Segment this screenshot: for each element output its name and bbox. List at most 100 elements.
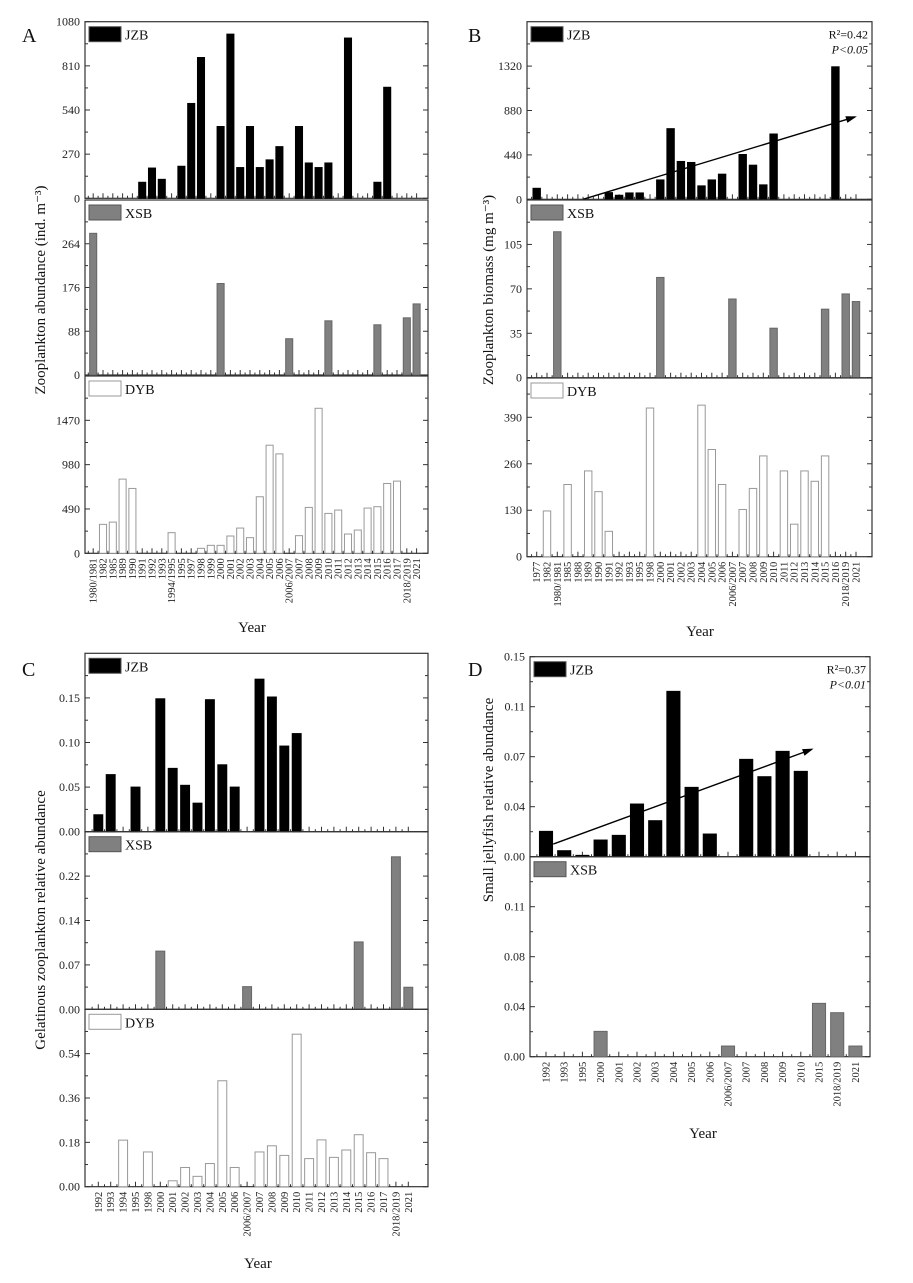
x-tick-label: 1989: [118, 558, 129, 579]
legend-label: XSB: [567, 207, 594, 222]
y-tick-label: 0.11: [504, 700, 525, 714]
bar-JZB-1993: [557, 850, 572, 858]
x-tick-label: 1995: [131, 1192, 142, 1213]
x-tick-label: 2006: [705, 1062, 716, 1083]
legend-label: JZB: [125, 29, 148, 44]
bar-JZB-2002: [676, 160, 686, 200]
bar-JZB-2006: [717, 173, 727, 200]
bar-DYB-2011: [304, 1158, 315, 1188]
y-tick-label: 0: [74, 546, 80, 560]
x-tick-label: 2006/2007: [285, 558, 296, 603]
x-tick-label: 2006: [718, 562, 729, 583]
bar-JZB-2008: [266, 696, 277, 833]
y-tick-label: 270: [62, 147, 80, 161]
y-tick-label: 0.00: [59, 1002, 80, 1016]
p-value-label: P<0.01: [829, 678, 866, 692]
x-tick-label: 1998: [143, 1192, 154, 1213]
subplot-JZB: 0.00 0.05 0.10 0.15 JZB: [59, 652, 429, 839]
y-tick-label: 0.11: [504, 900, 525, 914]
x-tick-label: 2001: [614, 1062, 625, 1083]
bar-DYB-2016: [366, 1152, 377, 1188]
bar-DYB-2008: [304, 506, 313, 554]
bar-DYB-2010: [291, 1033, 302, 1188]
bar-XSB-2021: [848, 1045, 863, 1058]
bar-XSB-2010: [324, 320, 333, 376]
bar-DYB-1991: [604, 530, 614, 558]
x-tick-label: 1988: [573, 562, 584, 583]
bar-DYB-1990: [594, 491, 603, 558]
bar-JZB-2005: [217, 764, 228, 833]
x-tick-label: 2018/2019: [833, 1062, 844, 1107]
bar-JZB-2016: [383, 86, 392, 199]
bar-DYB-2009: [314, 407, 323, 554]
x-tick-label: 2007: [738, 562, 749, 583]
x-tick-label: 2017: [379, 1192, 390, 1213]
bar-JZB-2016: [831, 66, 840, 200]
bar-DYB-2005: [707, 448, 717, 558]
bar-DYB-1982: [98, 523, 108, 554]
y-tick-label: 0.18: [59, 1135, 80, 1149]
subplot-XSB: 0 88 176 264 XSB: [62, 199, 429, 382]
legend-label: DYB: [567, 385, 597, 400]
panel-letter: B: [468, 25, 481, 47]
y-tick-label: 0: [74, 368, 80, 382]
y-tick-label: 490: [62, 502, 80, 516]
x-tick-label: 2003: [193, 1192, 204, 1213]
legend-swatch: [530, 204, 564, 221]
bar-DYB-1999: [206, 544, 215, 554]
bar-XSB-2000: [155, 950, 166, 1010]
bar-JZB-1992: [614, 194, 624, 200]
trend-line: [582, 116, 856, 200]
x-axis-title: Year: [244, 1256, 272, 1272]
panel-letter: C: [22, 659, 35, 681]
bar-XSB-2015: [820, 308, 830, 379]
bar-XSB-2006/2007: [242, 986, 253, 1010]
x-tick-label: 2005: [218, 1192, 229, 1213]
x-tick-label: 2007: [255, 1192, 266, 1213]
bar-XSB-2021: [851, 301, 861, 379]
y-tick-label: 540: [62, 103, 80, 117]
bar-DYB-1990: [128, 487, 137, 554]
x-tick-label: 2009: [759, 562, 770, 583]
x-tick-label: 2008: [760, 1062, 771, 1083]
x-tick-label: 1995: [635, 562, 646, 583]
x-tick-label: 2005: [265, 558, 276, 579]
bar-JZB-1992: [538, 830, 554, 858]
x-tick-label: 2016: [367, 1192, 378, 1213]
bar-JZB-2000: [593, 839, 608, 858]
x-tick-label: 2021: [404, 1192, 415, 1213]
bar-DYB-2013: [353, 529, 362, 554]
x-tick-label: 1982: [543, 562, 554, 583]
bar-DYB-2001: [167, 1180, 178, 1188]
y-tick-label: 0: [516, 550, 522, 564]
legend-label: XSB: [125, 207, 152, 222]
bar-DYB-2009: [279, 1154, 290, 1188]
trend-line: [553, 748, 812, 845]
x-tick-label: 1992: [542, 1062, 553, 1083]
x-tick-label: 1993: [625, 562, 636, 583]
x-tick-label: 1992: [94, 1192, 105, 1213]
x-tick-label: 2010: [769, 562, 780, 583]
y-tick-label: 0.54: [59, 1047, 80, 1061]
y-tick-label: 0.15: [59, 691, 80, 705]
trend-arrowhead: [845, 116, 857, 123]
bar-JZB-1995: [177, 165, 186, 199]
bar-DYB-2016: [383, 482, 392, 554]
bar-DYB-2007: [254, 1151, 265, 1188]
bar-JZB-2010: [291, 733, 302, 833]
bar-JZB-2004: [666, 690, 681, 858]
y-axis-title: Gelatinous zooplankton relative abundanc…: [33, 790, 49, 1050]
panel-letter: D: [468, 659, 482, 681]
r-squared-label: R²=0.37: [827, 663, 866, 677]
y-tick-label: 0.14: [59, 914, 80, 928]
x-tick-label: 2010: [796, 1062, 807, 1083]
bar-XSB-2000: [656, 276, 665, 379]
x-tick-label: 2012: [790, 562, 801, 583]
y-tick-label: 0: [516, 371, 522, 385]
bar-DYB-2004: [204, 1163, 215, 1188]
y-tick-label: 980: [62, 458, 80, 472]
bar-JZB-2009: [279, 745, 290, 833]
bar-JZB-2001: [167, 767, 178, 833]
bar-DYB-2017: [392, 480, 402, 554]
